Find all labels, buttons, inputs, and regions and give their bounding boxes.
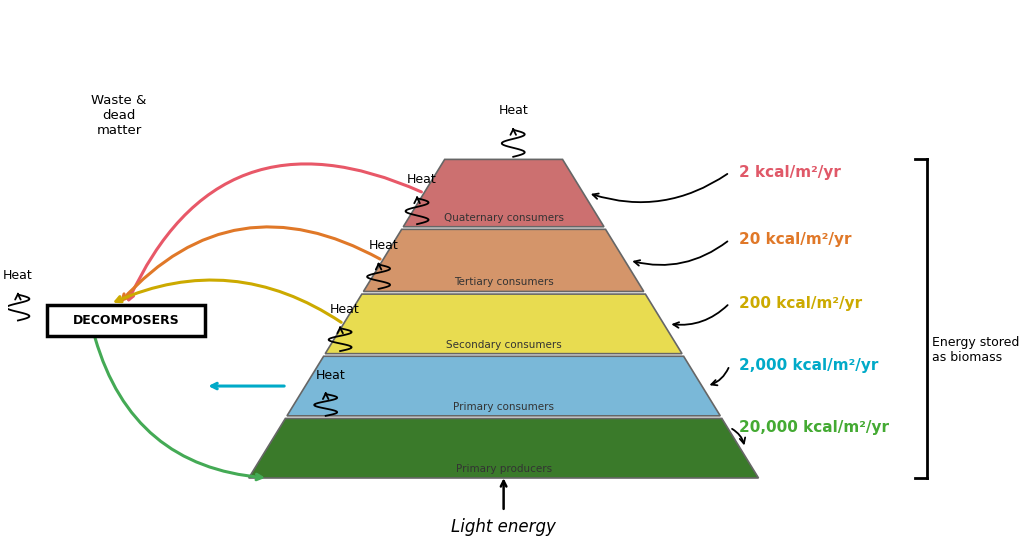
Text: 2,000 kcal/m²/yr: 2,000 kcal/m²/yr <box>739 358 879 373</box>
Text: 20 kcal/m²/yr: 20 kcal/m²/yr <box>739 232 851 247</box>
Text: Heat: Heat <box>498 104 528 117</box>
Text: Waste &
dead
matter: Waste & dead matter <box>91 94 147 137</box>
Bar <box>47 306 205 336</box>
Text: Quaternary consumers: Quaternary consumers <box>444 213 564 223</box>
Polygon shape <box>326 294 682 353</box>
Polygon shape <box>249 419 759 478</box>
Text: Primary producers: Primary producers <box>456 464 551 474</box>
Text: Heat: Heat <box>407 173 436 186</box>
Text: Heat: Heat <box>330 303 359 316</box>
Text: Secondary consumers: Secondary consumers <box>446 339 562 350</box>
Text: Heat: Heat <box>369 239 398 252</box>
Text: Heat: Heat <box>315 369 345 381</box>
Text: 200 kcal/m²/yr: 200 kcal/m²/yr <box>739 296 863 310</box>
Polygon shape <box>404 159 604 226</box>
Text: 20,000 kcal/m²/yr: 20,000 kcal/m²/yr <box>739 420 889 435</box>
Text: Light energy: Light energy <box>451 519 556 536</box>
Polygon shape <box>287 356 720 416</box>
Text: DECOMPOSERS: DECOMPOSERS <box>73 314 180 327</box>
Text: Energy stored
as biomass: Energy stored as biomass <box>931 336 1019 364</box>
Text: Tertiary consumers: Tertiary consumers <box>454 278 554 287</box>
Text: Heat: Heat <box>3 269 33 282</box>
Polygon shape <box>364 229 644 292</box>
Text: 2 kcal/m²/yr: 2 kcal/m²/yr <box>739 165 841 180</box>
Text: Primary consumers: Primary consumers <box>453 402 555 412</box>
